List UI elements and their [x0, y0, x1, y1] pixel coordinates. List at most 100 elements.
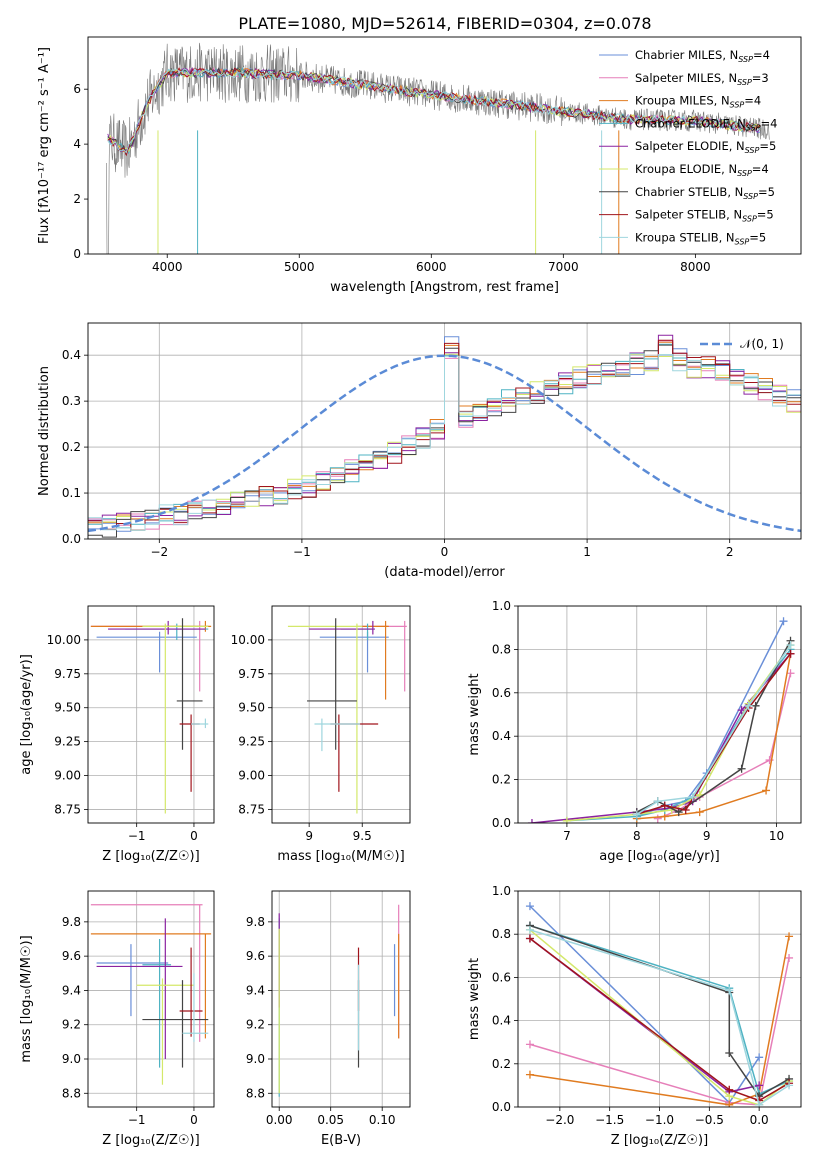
age_vs_Z-frame [87, 605, 215, 824]
weight-line-8 [529, 929, 790, 1106]
residuals-frame [87, 322, 802, 540]
legend-tail: =5 [759, 139, 776, 153]
age_vs_Z-ytick-label: 9.50 [54, 701, 81, 715]
legend-entry: Kroupa STELIB, NSSP=5 [635, 230, 766, 246]
residuals-panel: −2 −1 0 1 2 0.0 0.1 0.2 0.3 0.4 (data-model)/error… [37, 322, 802, 580]
spectrum-xtick-label: 8000 [680, 260, 711, 274]
residuals-xtick-label: 1 [583, 545, 591, 559]
residual-histogram-8 [88, 353, 801, 531]
mass_vs_Z-ytick-label: 9.4 [62, 983, 81, 997]
normal-curve [88, 354, 801, 533]
mass_vs_EBV-plot-area [272, 891, 410, 1107]
figure-title: PLATE=1080, MJD=52614, FIBERID=0304, z=0… [238, 14, 651, 33]
legend-entry: Chabrier ELODIE, NSSP=4 [635, 116, 777, 132]
residuals-ytick-label: 0.2 [62, 440, 81, 454]
weight_vs_age-xtick-label: 10 [769, 829, 784, 843]
weight-point [562, 816, 571, 823]
age_vs_mass-ytick-label: 10.00 [231, 633, 265, 647]
weight_vs_age-frame [517, 605, 802, 824]
weight-point [725, 986, 734, 995]
legend-text: Kroupa MILES, N [635, 94, 730, 108]
weight_vs_Z-plot-area [518, 891, 801, 1107]
weight-point [525, 902, 534, 911]
residuals-plot-area [88, 323, 801, 539]
legend-text: Kroupa ELODIE, N [635, 162, 737, 176]
spectrum-xtick-label: 7000 [548, 260, 579, 274]
mass_vs_Z-ytick-label: 9.8 [62, 915, 81, 929]
weight_vs_Z-ytick-label: 0.8 [492, 927, 511, 941]
weight-point [786, 649, 795, 658]
legend-tail: =5 [758, 185, 775, 199]
weight_vs_age-ytick-label: 0.0 [492, 816, 511, 830]
legend-text: Chabrier MILES, N [635, 48, 738, 62]
residuals-ytick-label: 0.3 [62, 394, 81, 408]
weight-point [660, 801, 669, 810]
mass_vs_EBV-xtick-label: 0.10 [369, 1113, 396, 1127]
weight_vs_age-ytick-label: 1.0 [492, 599, 511, 613]
weight-point [725, 1085, 734, 1094]
mass_vs_EBV-ytick-label: 9.2 [246, 1018, 265, 1032]
weight_vs_Z-ylabel: mass weight [467, 958, 482, 1040]
age_vs_mass-plot-area [272, 606, 410, 823]
model-spectrum-8 [107, 67, 761, 154]
model-spectrum-6 [107, 66, 761, 156]
weight_vs_Z-ytick-label: 0.2 [492, 1057, 511, 1071]
mass_vs_Z-plot-area [88, 891, 214, 1107]
weight-point [755, 1053, 764, 1062]
age_vs_Z-xlabel: Z [log₁₀(Z/Z☉)] [102, 849, 199, 864]
weight-point [632, 810, 641, 819]
weight-line-5 [529, 929, 790, 1106]
weight-point [695, 808, 704, 817]
weight-line-1 [529, 957, 790, 1106]
mass_vs_Z-ylabel: mass [log₁₀(M/M☉)] [19, 935, 34, 1062]
age_vs_mass-xtick-label: 9.5 [353, 829, 372, 843]
age_vs_mass-xtick-label: 9 [305, 829, 313, 843]
spectrum-ytick-label: 6 [73, 82, 81, 96]
legend-tail: =5 [749, 230, 766, 244]
weight-point [525, 1070, 534, 1079]
weight_vs_age-ytick-label: 0.4 [492, 729, 511, 743]
mass_vs_EBV-ytick-label: 9.0 [246, 1052, 265, 1066]
weight_vs_Z-xtick-label: 0.0 [750, 1113, 769, 1127]
weight_vs_Z-xlabel: Z [log₁₀(Z/Z☉)] [611, 1133, 708, 1148]
weight_vs_Z-panel: −2.0 −1.5 −1.0 −0.5 0.0 0.0 0.2 0.4 0.6 0.8 1.0 Z [… [467, 884, 802, 1148]
age_vs_Z-ytick-label: 10.00 [47, 633, 81, 647]
weight_vs_Z-frame [517, 890, 802, 1108]
spectrum-ylabel: Flux [fλ10⁻¹⁷ erg cm⁻² s⁻¹ A⁻¹] [37, 47, 52, 244]
weight-point [755, 1100, 764, 1107]
weight-point [785, 932, 794, 941]
weight_vs_Z-xtick-label: −1.0 [645, 1113, 674, 1127]
weight-point [751, 701, 760, 710]
residuals-ytick-label: 0.1 [62, 486, 81, 500]
weight-point [525, 925, 534, 934]
spectrum-panel: 4000 5000 6000 7000 8000 0 2 4 6 wavelength [Angs… [37, 36, 802, 295]
legend-tail: =4 [753, 48, 770, 62]
mass_vs_Z-ytick-label: 8.8 [62, 1086, 81, 1100]
weight-point [737, 764, 746, 773]
age_vs_Z-xtick-label: 0 [190, 829, 198, 843]
weight-point [725, 1049, 734, 1057]
mass_vs_EBV-xtick-label: 0.05 [317, 1113, 344, 1127]
spectrum-xtick-label: 5000 [284, 260, 315, 274]
legend-sub: SSP [743, 192, 758, 201]
weight-line-2 [529, 936, 790, 1106]
legend-entry: Chabrier STELIB, NSSP=5 [635, 185, 775, 201]
age_vs_Z-ytick-label: 9.75 [54, 667, 81, 681]
mass_vs_EBV-panel: 0.00 0.05 0.10 8.8 9.0 9.2 9.4 9.6 9.8 E(B-V) [246, 890, 411, 1148]
weight_vs_Z-xtick-label: −2.0 [545, 1113, 574, 1127]
age_vs_mass-ytick-label: 8.75 [238, 802, 265, 816]
legend-entry: Chabrier MILES, NSSP=4 [635, 48, 770, 64]
weight-point [525, 1040, 534, 1049]
spectrum-xlabel: wavelength [Angstrom, rest frame] [330, 280, 559, 295]
weight_vs_age-panel: 7 8 9 10 0.0 0.2 0.4 0.6 0.8 1.0 age [log₁₀(age/yr… [467, 599, 802, 864]
legend-entry: Kroupa MILES, NSSP=4 [635, 94, 761, 110]
age_vs_Z-plot-area [88, 606, 214, 823]
legend-tail: =5 [757, 208, 774, 222]
weight-line-7 [529, 937, 790, 1102]
weight_vs_age-xlabel: age [log₁₀(age/yr)] [599, 849, 720, 864]
legend-sub: SSP [746, 123, 761, 132]
residuals-xtick-label: −1 [293, 545, 311, 559]
mass_vs_EBV-ytick-label: 8.8 [246, 1086, 265, 1100]
